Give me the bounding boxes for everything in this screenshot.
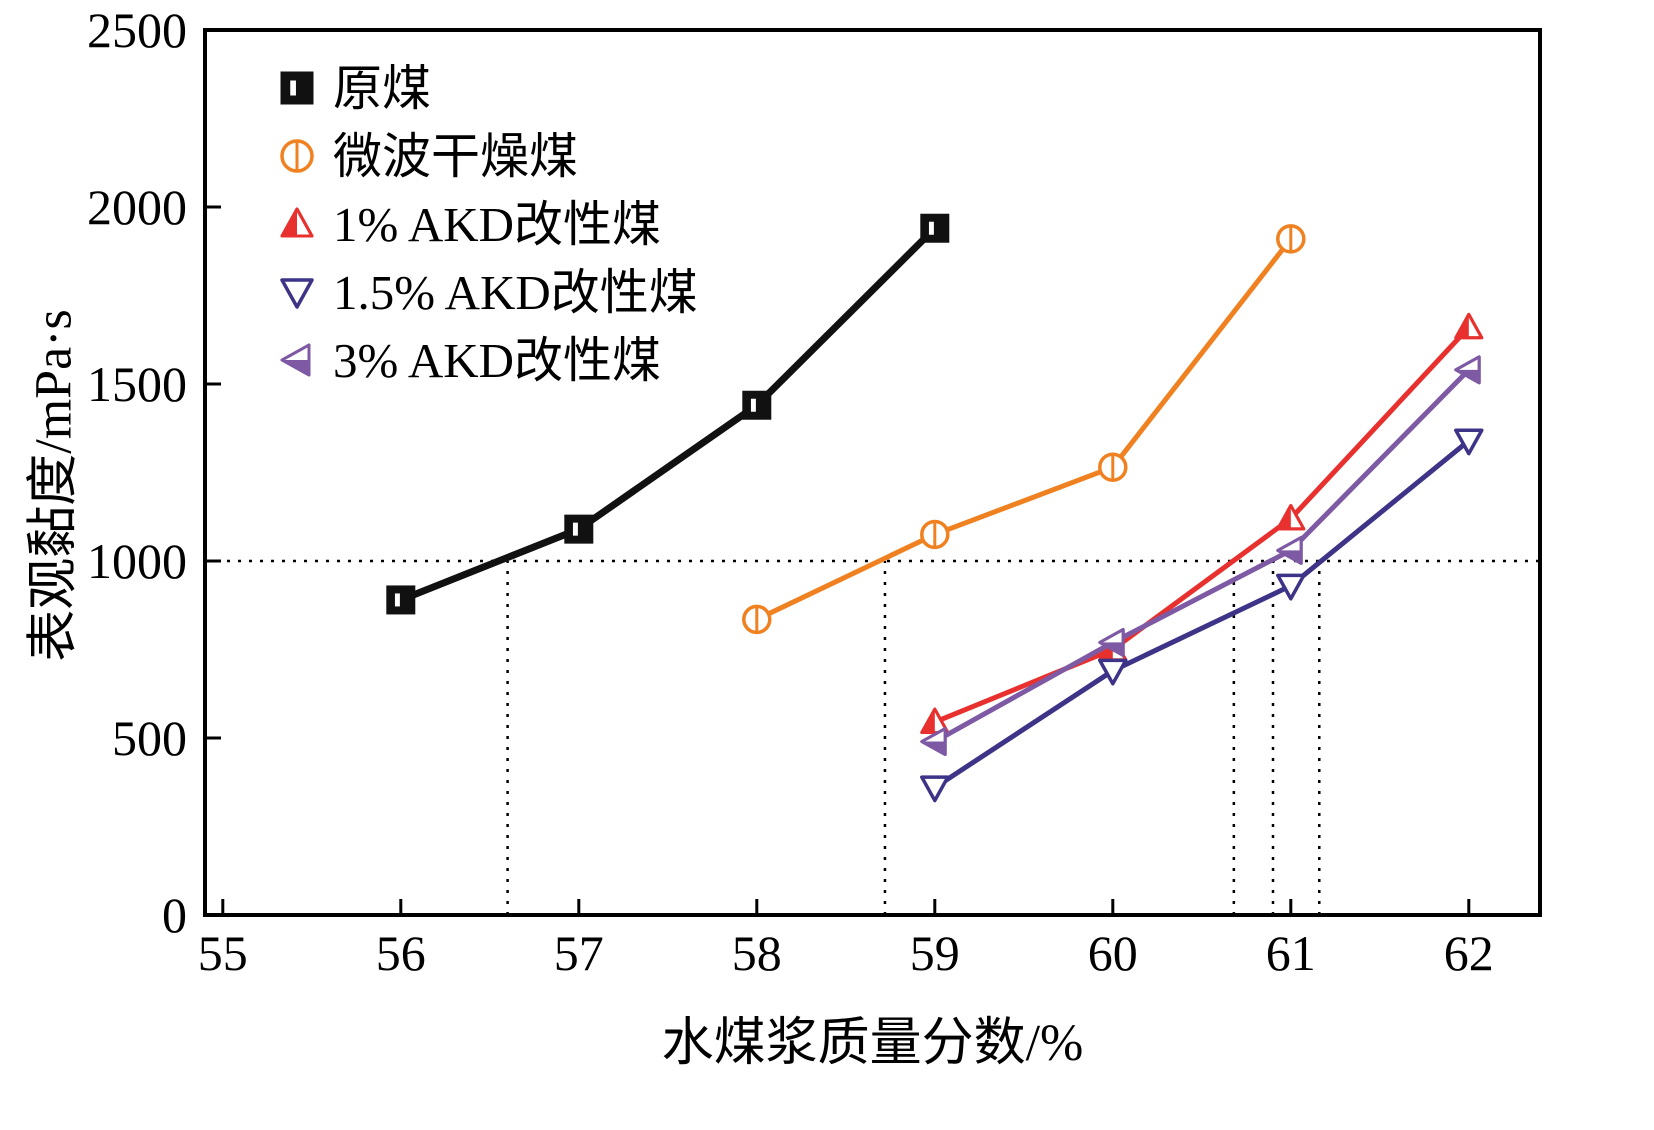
- square-marker: [386, 585, 416, 615]
- circle-marker: [1276, 224, 1306, 254]
- y-tick-label: 0: [162, 887, 187, 943]
- x-tick-label: 58: [732, 925, 782, 981]
- series-3: [920, 428, 1484, 803]
- y-axis-title: 表观黏度/mPa·s: [25, 309, 83, 662]
- triangle-up-marker: [920, 707, 950, 734]
- axis-ticks: 55 56 57 58 59 60 61 62 0 500 1000 1500 2000 2500: [87, 2, 1494, 981]
- legend-label: 3% AKD改性煤: [333, 333, 661, 388]
- square-marker: [742, 390, 772, 420]
- triangle-up-marker: [280, 207, 314, 238]
- x-tick-label: 56: [376, 925, 426, 981]
- triangle-down-marker: [280, 278, 314, 309]
- series-1: [742, 224, 1306, 635]
- x-tick-label: 55: [198, 925, 248, 981]
- triangle-down-marker: [920, 775, 950, 803]
- legend-label: 微波干燥煤: [333, 129, 578, 184]
- series-0: [386, 213, 950, 615]
- square-marker: [920, 213, 950, 243]
- x-tick-label: 57: [554, 925, 604, 981]
- y-tick-label: 500: [112, 710, 187, 766]
- x-axis-title: 水煤浆质量分数/%: [661, 1015, 1084, 1072]
- square-marker: [280, 71, 314, 105]
- series-2: [920, 312, 1484, 734]
- circle-marker: [742, 604, 772, 635]
- legend-label: 原煤: [333, 61, 431, 116]
- x-tick-label: 60: [1088, 925, 1138, 981]
- x-tick-label: 62: [1444, 925, 1494, 981]
- triangle-up-marker: [1454, 312, 1484, 340]
- triangle-up-marker: [1276, 504, 1306, 531]
- y-tick-label: 1500: [87, 356, 187, 412]
- circle-marker: [920, 519, 950, 550]
- x-tick-label: 61: [1266, 925, 1316, 981]
- triangle-left-marker: [1276, 535, 1303, 565]
- triangle-left-marker: [280, 343, 311, 377]
- series-line: [932, 438, 1472, 791]
- series-4: [920, 355, 1481, 757]
- plot-frame: [203, 28, 1542, 917]
- triangle-left-marker: [1098, 627, 1125, 657]
- series-line: [932, 324, 1472, 725]
- triangle-down-marker: [1454, 428, 1484, 456]
- y-tick-label: 2500: [87, 2, 187, 58]
- legend-label: 1% AKD改性煤: [333, 197, 661, 252]
- legend-label: 1.5% AKD改性煤: [333, 265, 698, 320]
- series-line: [397, 224, 939, 604]
- y-tick-label: 1000: [87, 533, 187, 589]
- series-line: [754, 236, 1294, 622]
- series-line: [932, 367, 1472, 745]
- square-marker: [564, 514, 594, 544]
- triangle-down-marker: [1098, 658, 1128, 686]
- x-tick-label: 59: [910, 925, 960, 981]
- circle-marker: [280, 139, 314, 173]
- triangle-down-marker: [1276, 573, 1306, 601]
- triangle-left-marker: [1454, 355, 1481, 385]
- triangle-left-marker: [920, 727, 947, 757]
- circle-marker: [1098, 452, 1128, 482]
- y-tick-label: 2000: [87, 179, 187, 235]
